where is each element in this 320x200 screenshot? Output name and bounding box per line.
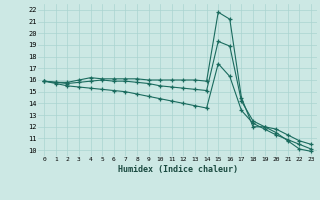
X-axis label: Humidex (Indice chaleur): Humidex (Indice chaleur) [118,165,238,174]
